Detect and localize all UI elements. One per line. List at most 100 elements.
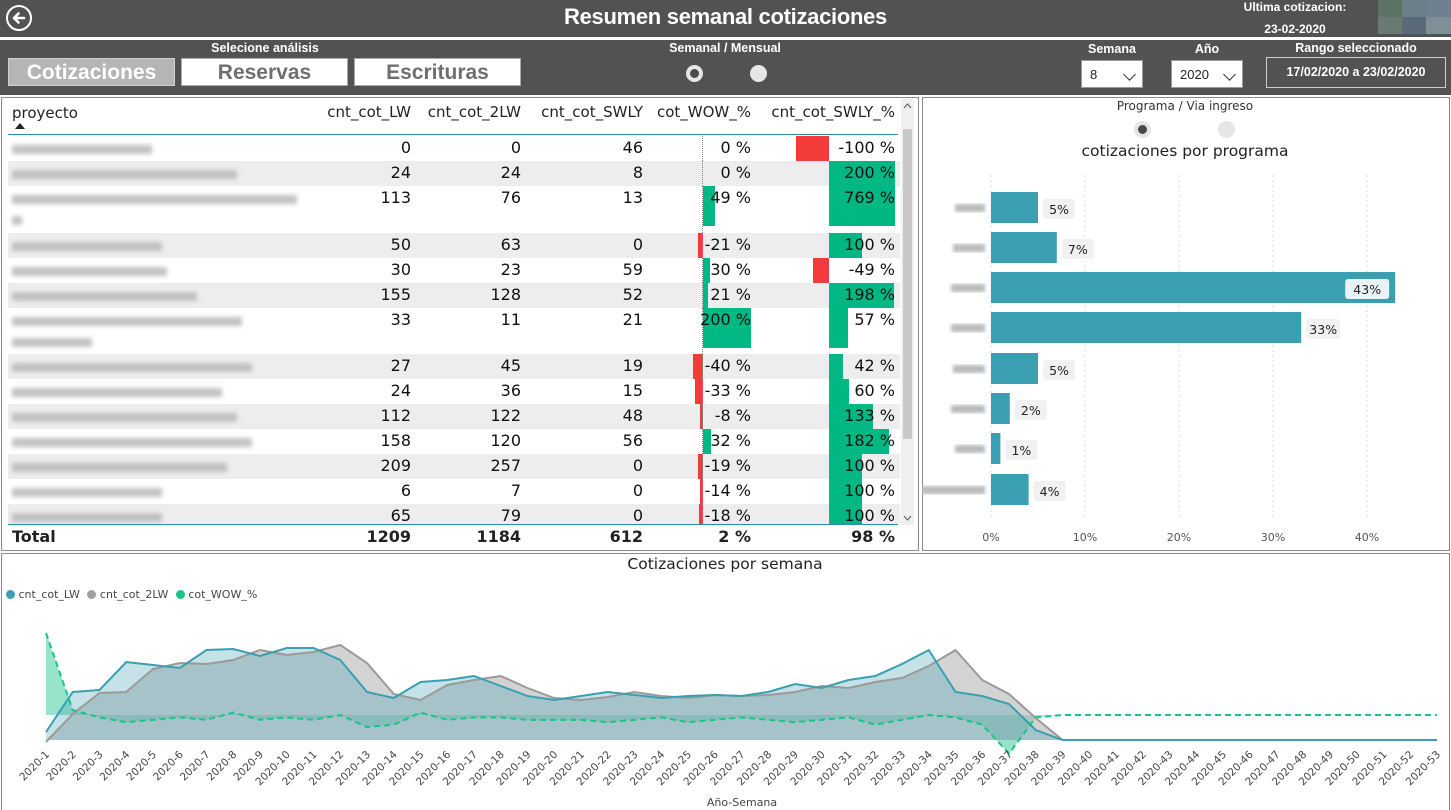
wow-zero-line (702, 479, 703, 504)
cell-2lw: 63 (500, 235, 521, 254)
cell-swly-pct: -49 % (848, 260, 895, 279)
column-header-2lw[interactable]: cnt_cot_2LW (427, 103, 521, 121)
cell-wow: 0 % (720, 138, 751, 157)
cell-swly-pct: 100 % (844, 481, 895, 500)
cell-2lw: 79 (500, 506, 521, 525)
wow-bar (693, 354, 703, 379)
project-name-redacted (12, 242, 162, 251)
swly-pct-bar (796, 136, 829, 161)
swly-pct-bar (829, 479, 862, 504)
legend-item-wow[interactable]: cot_WOW_% (175, 588, 257, 601)
total-wow: 2 % (718, 527, 751, 546)
scroll-down-icon[interactable] (903, 515, 912, 521)
page-title: Resumen semanal cotizaciones (564, 4, 887, 29)
column-header-swly[interactable]: cnt_cot_SWLY (541, 103, 643, 121)
legend-item-lw[interactable]: cnt_cot_LW (6, 588, 80, 601)
cell-wow: 49 % (710, 188, 751, 207)
cell-lw: 24 (390, 381, 411, 400)
total-divider (8, 524, 898, 525)
program-bar (991, 272, 1396, 303)
program-category-redacted (951, 405, 985, 413)
week-label: Semana (1088, 42, 1136, 56)
program-bar-label: 5% (1049, 363, 1069, 378)
cotizaciones-button[interactable]: Cotizaciones (8, 58, 175, 86)
wow-zero-line (702, 258, 703, 283)
program-category-redacted (951, 324, 985, 332)
column-header-proyecto[interactable]: proyecto (12, 103, 78, 122)
legend-item-2lw[interactable]: cnt_cot_2LW (87, 588, 168, 601)
cell-swly-pct: 42 % (854, 356, 895, 375)
cell-2lw: 0 (510, 138, 521, 157)
back-button[interactable] (6, 5, 32, 31)
project-name-redacted (12, 267, 167, 276)
program-category-redacted (953, 365, 985, 373)
wow-bar (703, 429, 711, 454)
total-swly: 612 (609, 527, 643, 546)
project-name-redacted (12, 170, 237, 179)
wow-bar (703, 258, 711, 283)
wow-zero-line (702, 233, 703, 258)
analysis-label: Selecione análisis (211, 41, 319, 55)
period-label: Semanal / Mensual (669, 41, 781, 55)
table-scrollbar[interactable] (901, 99, 914, 525)
cell-lw: 158 (380, 431, 411, 450)
cell-2lw: 24 (500, 163, 521, 182)
column-header-lw[interactable]: cnt_cot_LW (327, 103, 411, 121)
year-dropdown[interactable]: 2020 (1171, 60, 1243, 88)
week-chart-legend: cnt_cot_LW cnt_cot_2LW cot_WOW_% (6, 588, 257, 601)
project-name-redacted (12, 338, 92, 347)
cell-2lw: 45 (500, 356, 521, 375)
escrituras-button[interactable]: Escrituras (354, 58, 521, 86)
table-row[interactable] (8, 504, 900, 524)
cell-lw: 65 (390, 506, 411, 525)
cell-swly-pct: 100 % (844, 456, 895, 475)
program-bar (991, 393, 1010, 424)
scroll-up-icon[interactable] (903, 103, 912, 109)
cell-2lw: 257 (490, 456, 521, 475)
year-label: Año (1194, 42, 1220, 56)
cell-swly: 0 (632, 481, 643, 500)
chevron-down-icon (1123, 68, 1136, 81)
wow-zero-line (702, 429, 703, 454)
total-label: Total (12, 527, 56, 546)
series-lw-area (46, 648, 1437, 740)
program-category-redacted (922, 486, 985, 494)
week-dropdown[interactable]: 8 (1081, 60, 1143, 88)
project-name-redacted (12, 292, 197, 301)
swly-pct-bar (829, 379, 849, 404)
cell-swly: 21 (622, 310, 643, 329)
cell-swly-pct: 60 % (854, 381, 895, 400)
column-header-swly-pct[interactable]: cnt_cot_SWLY_% (771, 103, 895, 121)
monthly-radio[interactable] (750, 65, 767, 82)
logo-block (1426, 0, 1451, 17)
wow-bar (698, 454, 703, 479)
wow-zero-line (702, 379, 703, 404)
wow-zero-line (702, 454, 703, 479)
swly-pct-bar (829, 186, 895, 226)
weekly-radio[interactable] (686, 65, 703, 82)
program-bar-label: 1% (1011, 443, 1031, 458)
cell-lw: 27 (390, 356, 411, 375)
cell-lw: 30 (390, 260, 411, 279)
x-tick-label: 30% (1261, 531, 1285, 544)
program-bar (991, 353, 1038, 384)
cell-2lw: 122 (490, 406, 521, 425)
column-header-wow[interactable]: cot_WOW_% (656, 103, 751, 121)
wow-bar (699, 479, 703, 504)
scroll-thumb[interactable] (903, 129, 912, 439)
via-ingreso-radio[interactable] (1218, 121, 1235, 138)
project-name-redacted (12, 363, 252, 372)
reservas-button[interactable]: Reservas (181, 58, 348, 86)
cell-2lw: 7 (510, 481, 521, 500)
programa-radio[interactable] (1134, 121, 1151, 138)
program-bar-label-bg (1306, 319, 1341, 339)
cell-swly-pct: 198 % (844, 285, 895, 304)
project-name-redacted (12, 195, 297, 204)
week-value: 8 (1090, 67, 1098, 82)
series-lw-line (45, 647, 1437, 741)
cell-lw: 24 (390, 163, 411, 182)
program-bar-label-bg (1061, 239, 1094, 259)
wow-zero-line (702, 404, 703, 429)
program-bar-label: 5% (1049, 202, 1069, 217)
last-quote-date: 23-02-2020 (1264, 22, 1326, 36)
